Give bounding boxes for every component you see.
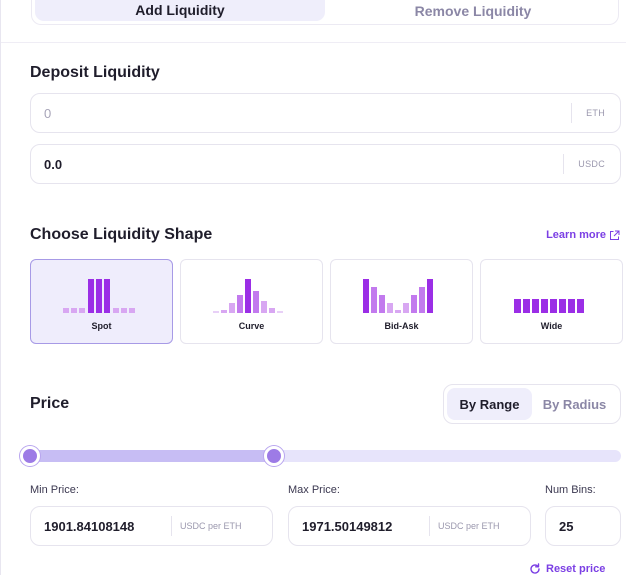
min-price-label: Min Price: [30,484,79,496]
reset-price-button[interactable]: Reset price [529,563,605,575]
max-price-input[interactable] [289,518,429,534]
max-price-field[interactable]: USDC per ETH [288,506,531,546]
eth-unit-label: ETH [571,103,620,123]
bid-ask-shape-icon [362,279,433,313]
by-range-button[interactable]: By Range [447,388,532,420]
shape-label-bid-ask: Bid-Ask [384,321,419,331]
deposit-title: Deposit Liquidity [30,64,160,81]
max-price-unit: USDC per ETH [429,516,506,536]
slider-range-fill [30,450,274,462]
by-radius-button[interactable]: By Radius [542,396,607,412]
shape-title: Choose Liquidity Shape [30,226,213,243]
shape-option-wide[interactable]: Wide [480,259,623,344]
shape-options: Spot Curve [30,259,623,344]
eth-amount-input[interactable] [31,105,572,121]
num-bins-label: Num Bins: [545,484,596,496]
liquidity-tabs: Add Liquidity Remove Liquidity [31,0,619,25]
shape-label-curve: Curve [238,321,265,331]
reset-price-label: Reset price [546,563,606,575]
num-bins-input[interactable] [546,518,606,534]
min-price-handle[interactable] [20,446,40,466]
shape-option-bid-ask[interactable]: Bid-Ask [330,259,473,344]
usdc-amount-input[interactable] [31,156,564,172]
shape-label-wide: Wide [540,321,563,331]
usdc-unit-label: USDC [563,154,620,174]
refresh-icon [530,563,540,574]
tab-add-liquidity[interactable]: Add Liquidity [35,0,325,21]
curve-shape-icon [212,279,283,313]
min-price-field[interactable]: USDC per ETH [30,506,273,546]
tab-remove-liquidity[interactable]: Remove Liquidity [414,3,532,19]
eth-amount-field[interactable]: ETH [30,93,621,133]
max-price-handle[interactable] [264,446,284,466]
price-title: Price [30,395,70,412]
price-range-slider[interactable] [20,446,621,466]
learn-more-label: Learn more [546,229,606,241]
price-mode-toggle: By Range By Radius [443,384,621,424]
external-link-icon [610,230,620,240]
spot-shape-icon [62,279,135,313]
shape-label-spot: Spot [91,321,112,331]
num-bins-field[interactable] [545,506,621,546]
min-price-input[interactable] [31,518,171,534]
learn-more-link[interactable]: Learn more [546,229,620,241]
wide-shape-icon [513,299,584,313]
usdc-amount-field[interactable]: USDC [30,144,621,184]
max-price-label: Max Price: [288,484,340,496]
shape-option-spot[interactable]: Spot [30,259,173,344]
min-price-unit: USDC per ETH [171,516,248,536]
shape-option-curve[interactable]: Curve [180,259,323,344]
section-divider [1,42,626,43]
